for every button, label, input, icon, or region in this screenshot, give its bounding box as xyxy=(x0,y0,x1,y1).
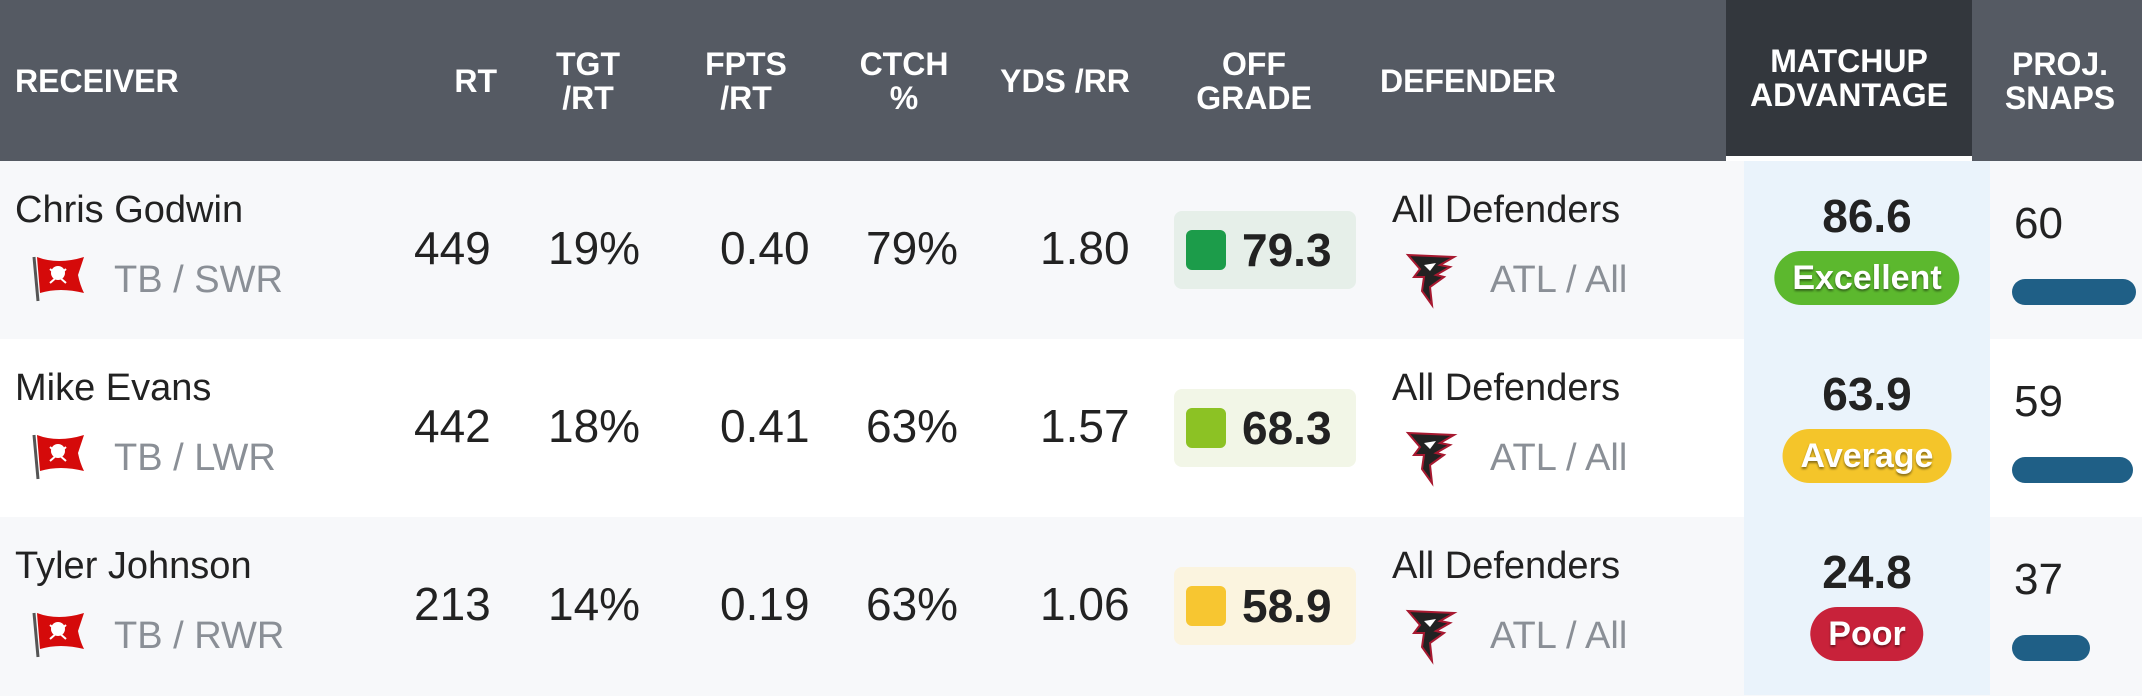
table-header: RECEIVER RT TGT /RT FPTS /RT CTCH % YDS … xyxy=(0,0,2142,161)
off-grade-value: 79.3 xyxy=(1242,224,1332,276)
table-row[interactable]: Chris Godwin TB / SWR 449 19% 0.40 79% 1… xyxy=(0,161,2142,339)
defender-name[interactable]: All Defenders xyxy=(1392,367,1621,409)
col-off-grade[interactable]: OFF GRADE xyxy=(1196,45,1312,116)
off-grade-box: 58.9 xyxy=(1174,567,1356,645)
defender-name[interactable]: All Defenders xyxy=(1392,189,1621,231)
falcons-logo-icon xyxy=(1405,253,1458,309)
rt-value: 213 xyxy=(414,578,491,630)
defender-name[interactable]: All Defenders xyxy=(1392,545,1621,587)
fpts-rt-value: 0.41 xyxy=(720,400,810,452)
col-tgt-rt[interactable]: TGT /RT xyxy=(556,45,620,116)
proj-snaps-bar xyxy=(2012,635,2090,661)
table-row[interactable]: Tyler Johnson TB / RWR 213 14% 0.19 63% … xyxy=(0,517,2142,695)
tgt-rt-value: 18% xyxy=(548,400,641,452)
yds-rr-value: 1.57 xyxy=(1040,400,1130,452)
defender-team: ATL / All xyxy=(1490,437,1628,479)
col-proj-snaps[interactable]: PROJ. SNAPS xyxy=(2004,45,2116,116)
matchup-cell: 63.9 Average xyxy=(1744,339,1990,517)
matchup-badge: Excellent xyxy=(1774,251,1960,305)
rt-value: 449 xyxy=(414,222,491,274)
matchup-cell: 24.8 Poor xyxy=(1744,517,1990,695)
grade-color-square xyxy=(1186,408,1226,448)
grade-color-square xyxy=(1186,230,1226,270)
tgt-rt-value: 14% xyxy=(548,578,641,630)
grade-color-square xyxy=(1186,586,1226,626)
player-name[interactable]: Tyler Johnson xyxy=(15,545,252,587)
matchup-badge: Average xyxy=(1782,429,1952,483)
yds-rr-value: 1.06 xyxy=(1040,578,1130,630)
matchup-cell: 86.6 Excellent xyxy=(1744,161,1990,339)
matchup-value: 63.9 xyxy=(1822,368,1912,420)
col-ctch[interactable]: CTCH % xyxy=(859,45,949,116)
ctch-value: 63% xyxy=(866,400,959,452)
ctch-value: 63% xyxy=(866,578,959,630)
yds-rr-value: 1.80 xyxy=(1040,222,1130,274)
col-defender[interactable]: DEFENDER xyxy=(1380,62,1557,99)
off-grade-box: 68.3 xyxy=(1174,389,1356,467)
off-grade-value: 58.9 xyxy=(1242,580,1332,632)
falcons-logo-icon xyxy=(1405,431,1458,487)
col-yds-rr[interactable]: YDS /RR xyxy=(1000,62,1130,99)
buccaneers-flag-icon xyxy=(32,256,84,302)
team-position: TB / LWR xyxy=(114,437,276,479)
player-name[interactable]: Mike Evans xyxy=(15,367,212,409)
team-position: TB / SWR xyxy=(114,259,283,301)
proj-snaps-bar xyxy=(2012,457,2133,483)
defender-team: ATL / All xyxy=(1490,615,1628,657)
fpts-rt-value: 0.40 xyxy=(720,222,810,274)
proj-snaps-value: 37 xyxy=(2014,555,2063,604)
ctch-value: 79% xyxy=(866,222,959,274)
col-fpts-rt[interactable]: FPTS /RT xyxy=(705,45,787,116)
off-grade-value: 68.3 xyxy=(1242,402,1332,454)
buccaneers-flag-icon xyxy=(32,612,84,658)
rt-value: 442 xyxy=(414,400,491,452)
matchup-badge: Poor xyxy=(1810,607,1924,661)
falcons-logo-icon xyxy=(1405,609,1458,665)
col-rt[interactable]: RT xyxy=(454,62,497,99)
col-receiver[interactable]: RECEIVER xyxy=(15,62,179,99)
proj-snaps-bar xyxy=(2012,279,2136,305)
table-row[interactable]: Mike Evans TB / LWR 442 18% 0.41 63% 1.5… xyxy=(0,339,2142,517)
off-grade-box: 79.3 xyxy=(1174,211,1356,289)
proj-snaps-value: 60 xyxy=(2014,199,2063,248)
team-position: TB / RWR xyxy=(114,615,285,657)
defender-team: ATL / All xyxy=(1490,259,1628,301)
col-matchup-advantage[interactable]: MATCHUP ADVANTAGE xyxy=(1726,0,1972,161)
matchup-value: 86.6 xyxy=(1822,190,1912,242)
matchup-value: 24.8 xyxy=(1822,546,1912,598)
fpts-rt-value: 0.19 xyxy=(720,578,810,630)
buccaneers-flag-icon xyxy=(32,434,84,480)
tgt-rt-value: 19% xyxy=(548,222,641,274)
player-name[interactable]: Chris Godwin xyxy=(15,189,244,231)
proj-snaps-value: 59 xyxy=(2014,377,2063,426)
